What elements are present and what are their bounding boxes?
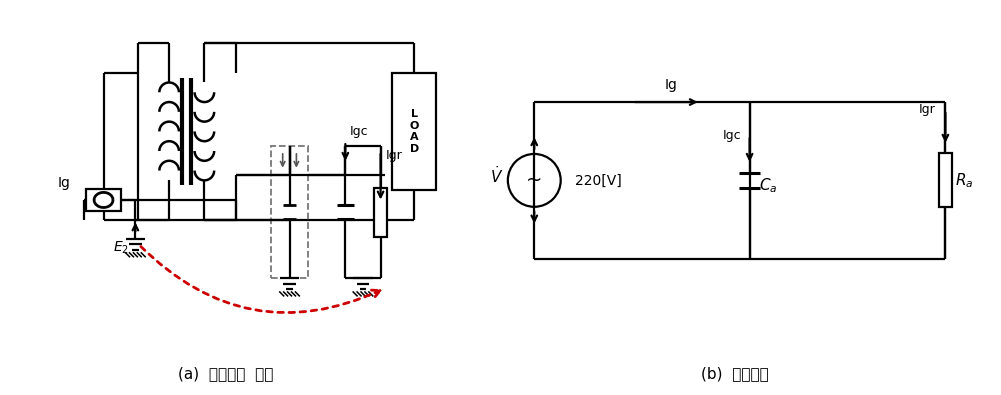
Bar (271, 146, 308, 278)
Text: L
O
A
D: L O A D (409, 109, 419, 154)
Text: Igc: Igc (349, 125, 368, 138)
Text: 220[V]: 220[V] (576, 173, 623, 187)
Text: $\dot{V}$: $\dot{V}$ (489, 165, 503, 186)
Text: (b)  등가회로: (b) 등가회로 (701, 366, 769, 381)
Text: $E_2$: $E_2$ (112, 239, 128, 256)
Bar (392, 73, 436, 190)
Text: Igr: Igr (919, 103, 936, 117)
Text: $C_a$: $C_a$ (760, 176, 778, 195)
Bar (939, 153, 952, 207)
Text: Ig: Ig (58, 176, 71, 190)
Text: (a)  누설전류  경로: (a) 누설전류 경로 (178, 366, 273, 381)
Text: Ig: Ig (665, 78, 678, 92)
Text: Igr: Igr (385, 149, 402, 162)
Text: Igc: Igc (723, 129, 742, 142)
Bar (374, 188, 387, 237)
Text: $R_a$: $R_a$ (955, 171, 974, 190)
Text: ~: ~ (527, 171, 543, 190)
Bar (86, 189, 121, 211)
